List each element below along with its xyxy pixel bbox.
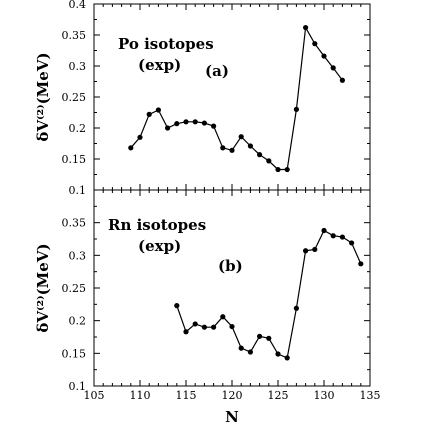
series-a <box>128 24 345 173</box>
x-axis-ticks-a <box>93 4 371 190</box>
x-tick-label: 110 <box>130 389 151 402</box>
data-point <box>238 134 244 140</box>
data-point <box>321 227 327 234</box>
data-point <box>293 305 299 311</box>
data-point <box>201 120 207 126</box>
panel-label-a: (a) <box>205 62 229 80</box>
data-point <box>303 248 309 254</box>
data-point <box>257 333 263 339</box>
y-tick-label: 0.15 <box>62 153 87 166</box>
data-point <box>339 234 345 240</box>
y-axis-ticks-a: 0.1 0.15 0.2 0.25 0.3 0.35 0.4 <box>62 0 370 197</box>
panel-a: 0.1 0.15 0.2 0.25 0.3 0.35 0.4 Po isotopes (ex… <box>34 0 371 197</box>
annotation-subtitle-a: (exp) <box>138 56 181 74</box>
data-point <box>183 329 189 335</box>
data-point <box>146 111 152 117</box>
data-point <box>229 147 235 153</box>
y-tick-label: 0.2 <box>69 315 87 328</box>
plot-frame-a <box>93 3 371 191</box>
x-tick-label: 105 <box>84 389 105 402</box>
data-point <box>247 143 253 149</box>
series-line <box>130 25 343 171</box>
data-point <box>349 240 355 246</box>
data-point <box>211 123 217 129</box>
data-point <box>128 145 134 151</box>
data-point <box>220 145 226 151</box>
data-point <box>312 246 318 253</box>
data-point <box>293 106 299 112</box>
data-point <box>358 261 364 267</box>
data-point <box>284 166 290 173</box>
panel-label-b: (b) <box>218 257 243 275</box>
annotation-title-a: Po isotopes <box>118 35 214 53</box>
y-tick-label: 0.15 <box>62 347 87 360</box>
data-point <box>266 158 272 164</box>
data-point <box>220 314 226 320</box>
data-point <box>155 107 161 113</box>
data-point <box>174 303 180 309</box>
y-axis-title-b: δV⁽²⁾(MeV) <box>34 243 52 332</box>
data-point <box>339 77 345 83</box>
data-point <box>266 335 272 341</box>
data-point <box>174 121 180 127</box>
data-point <box>211 324 217 330</box>
series-b <box>174 227 364 361</box>
x-tick-label: 125 <box>268 389 289 402</box>
x-axis-ticks-b: 105 110 115 120 125 130 135 <box>84 190 381 402</box>
data-point <box>303 24 309 31</box>
data-point <box>229 323 235 330</box>
y-tick-label: 0.4 <box>69 0 87 11</box>
data-point <box>284 355 290 361</box>
data-point <box>321 53 327 59</box>
data-point <box>330 233 336 239</box>
annotation-title-b: Rn isotopes <box>108 216 206 234</box>
y-tick-label: 0.3 <box>69 249 87 262</box>
y-tick-label: 0.25 <box>62 91 87 104</box>
x-tick-label: 120 <box>222 389 243 402</box>
y-axis-ticks-b: 0.1 0.15 0.2 0.25 0.3 0.35 <box>62 205 370 393</box>
y-tick-label: 0.3 <box>69 60 87 73</box>
y-tick-label: 0.35 <box>62 29 87 42</box>
data-point <box>165 125 171 131</box>
x-tick-label: 135 <box>360 389 381 402</box>
y-tick-label: 0.1 <box>69 380 87 393</box>
data-point <box>238 345 244 351</box>
x-tick-label: 115 <box>176 389 197 402</box>
x-axis-title: N <box>225 408 239 426</box>
annotation-subtitle-b: (exp) <box>138 237 181 255</box>
x-tick-label: 130 <box>314 389 335 402</box>
data-point <box>137 134 143 140</box>
y-tick-label: 0.35 <box>62 217 87 230</box>
data-point <box>247 349 253 355</box>
data-point <box>312 41 318 47</box>
y-tick-label: 0.25 <box>62 282 87 295</box>
data-point <box>201 324 207 330</box>
data-point <box>275 351 281 357</box>
data-point <box>192 119 198 125</box>
data-point <box>192 321 198 327</box>
data-point <box>257 152 263 158</box>
y-tick-label: 0.1 <box>69 184 87 197</box>
data-point <box>183 119 189 125</box>
panel-b: 0.1 0.15 0.2 0.25 0.3 0.35 105 110 115 120 125 130… <box>34 189 381 426</box>
y-tick-label: 0.2 <box>69 122 87 135</box>
data-point <box>330 65 336 71</box>
data-point <box>275 166 281 173</box>
y-axis-title-a: δV⁽²⁾(MeV) <box>34 52 52 141</box>
